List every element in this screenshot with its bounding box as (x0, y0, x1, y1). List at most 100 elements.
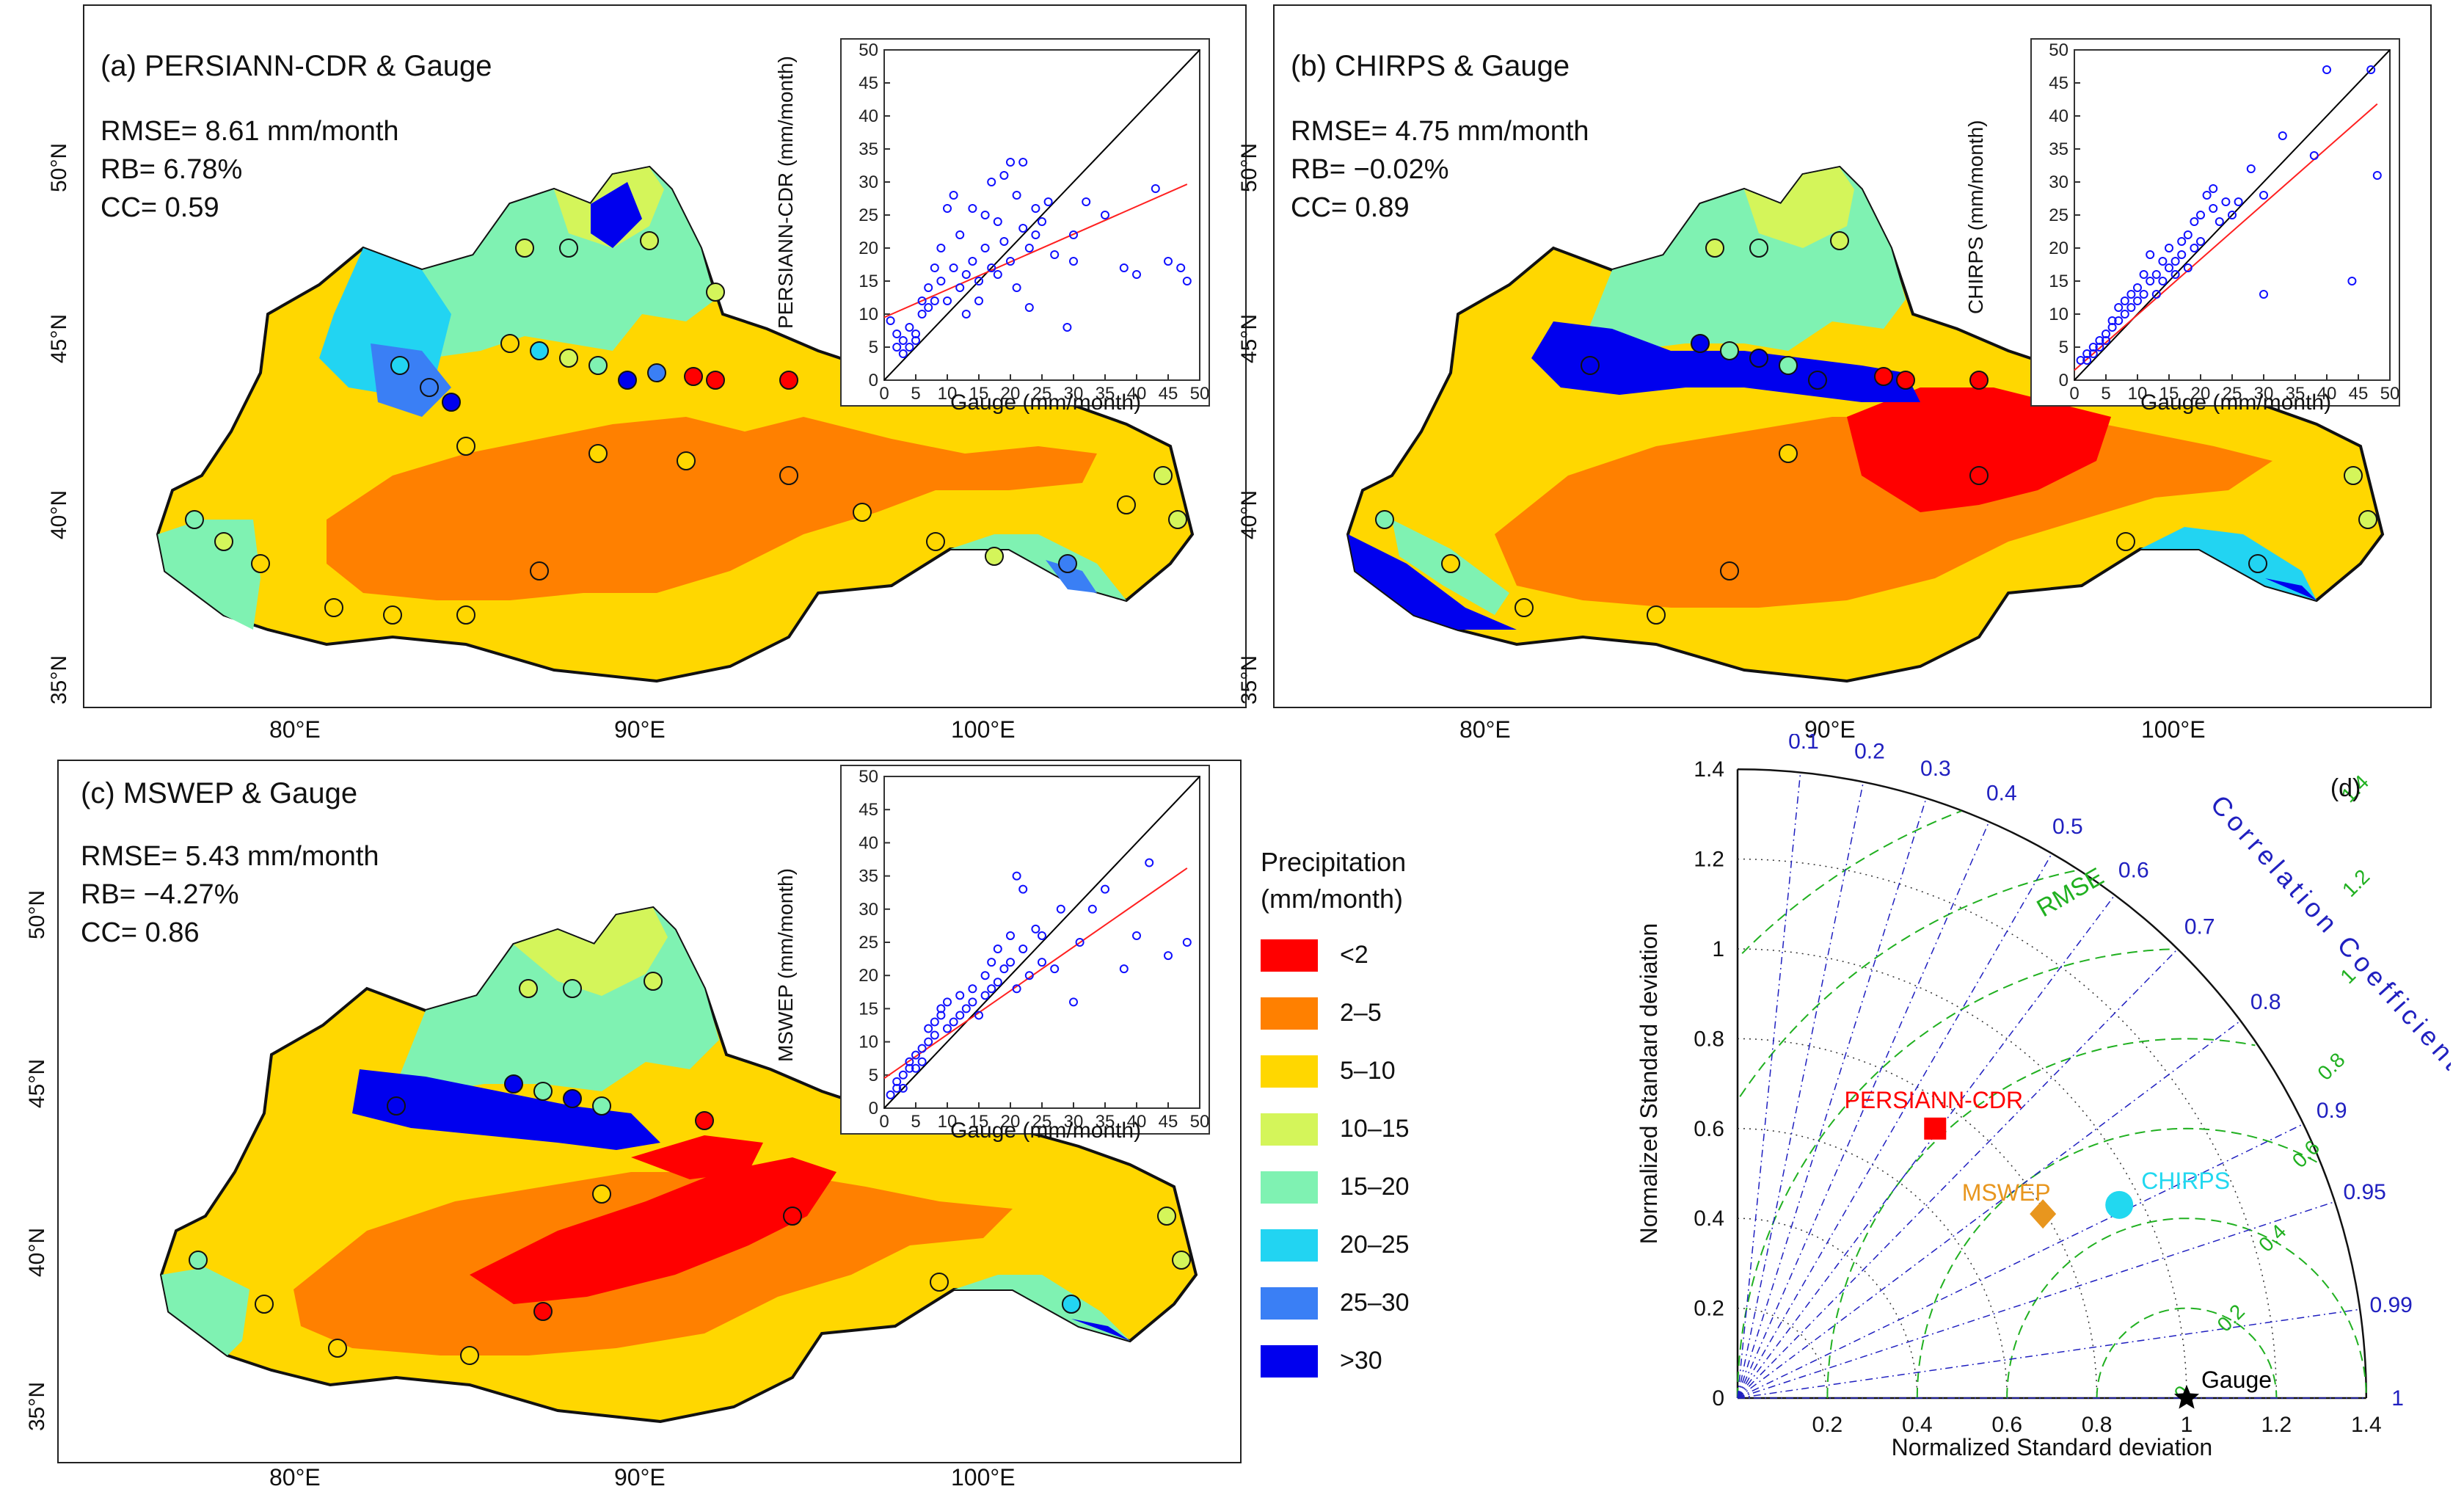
legend-label: 25–30 (1340, 1289, 1410, 1317)
gauge-stations-c (189, 972, 1191, 1365)
legend-item: 25–30 (1261, 1274, 1410, 1332)
y-tick-label: 30 (859, 172, 878, 192)
scatter-point (1069, 230, 1078, 239)
scatter-point (2347, 277, 2357, 285)
scatter-point (898, 336, 908, 345)
scatter-point (892, 343, 902, 352)
scatter-point (1006, 931, 1015, 940)
scatter-point (1006, 158, 1015, 167)
scatter-point (2259, 191, 2268, 200)
scatter-point (1018, 945, 1028, 954)
y-tick-label: 5 (869, 1066, 878, 1085)
map-b-lon-80: 80°E (1459, 716, 1511, 743)
scatter-point (2246, 164, 2256, 173)
y-tick-label: 15 (859, 272, 878, 291)
scatter-point (898, 349, 908, 358)
scatter-point (2151, 270, 2161, 279)
scatter-point (924, 1037, 933, 1047)
legend-item: 10–15 (1261, 1100, 1410, 1158)
legend-swatch (1261, 1287, 1318, 1320)
scatter-point (993, 945, 1002, 954)
scatter-point (987, 263, 996, 272)
corr-tick-label: 0.3 (1920, 757, 1951, 781)
scatter-point (1075, 938, 1085, 947)
y-tick-label: 30 (859, 900, 878, 920)
scatter-point (2259, 290, 2268, 299)
panel-a: (a) PERSIANN-CDR & Gauge RMSE= 8.61 mm/m… (83, 4, 1247, 708)
one-to-one-line (883, 776, 1200, 1109)
scatter-point (999, 237, 1009, 246)
scatter-point (1012, 191, 1021, 200)
scatter-point (2183, 263, 2193, 272)
panel-c-rmse: RMSE= 5.43 mm/month (81, 841, 379, 872)
scatter-point (987, 178, 996, 186)
scatter-inset-c: 0 5 10 15 20 25 30 35 40 45 50 0 5 10 15 20 25 30 35 40 45 50 (840, 765, 1210, 1135)
map-a-lat-40: 40°N (47, 490, 71, 539)
scatter-point (2190, 217, 2199, 226)
legend-swatch (1261, 1344, 1318, 1378)
panel-a-title: (a) PERSIANN-CDR & Gauge (101, 50, 492, 82)
legend-label: 15–20 (1340, 1173, 1410, 1201)
scatter-point (2278, 131, 2287, 140)
x-tick-label: 30 (2254, 384, 2274, 404)
corr-tick-label: 0.95 (2343, 1180, 2385, 1204)
panel-c-cc: CC= 0.86 (81, 917, 200, 948)
y-tick-label: 15 (2049, 272, 2068, 291)
gauge-stations-a (185, 231, 1187, 625)
y-tick-label: 45 (2049, 73, 2068, 93)
map-b-lat-40: 40°N (1237, 490, 1261, 539)
scatter-point (924, 303, 933, 312)
map-b (1346, 165, 2385, 683)
scatter-point (2177, 250, 2187, 259)
x-tick-label: 0 (879, 384, 889, 404)
x-tick-label: 25 (1032, 1112, 1052, 1132)
scatter-point (993, 270, 1002, 279)
scatter-point (1056, 904, 1065, 914)
rmse-arc (1737, 948, 2171, 1399)
map-b-lat-45: 45°N (1237, 313, 1261, 363)
scatter-point (1024, 971, 1034, 980)
x-tick-label: 45 (2349, 384, 2369, 404)
scatter-point (936, 277, 946, 285)
panel-b-rb: RB= −0.02% (1291, 154, 1449, 185)
corr-tick-label: 0.1 (1788, 734, 1819, 754)
x-tick-label: 0.2 (1812, 1413, 1843, 1437)
y-tick-label: 40 (859, 106, 878, 126)
corr-tick-label: 0.9 (2317, 1099, 2347, 1123)
corr-tick-label: 0.8 (2250, 990, 2281, 1014)
y-tick-label: 35 (2049, 139, 2068, 159)
legend-item: >30 (1261, 1332, 1410, 1390)
scatter-point (961, 1004, 971, 1013)
y-tick-label: 1.2 (1694, 848, 1724, 872)
y-tick-label: 0.2 (1694, 1297, 1724, 1321)
scatter-point (2088, 349, 2098, 358)
rmse-tick-label: 1.2 (2338, 865, 2374, 901)
scatter-point (1101, 211, 1109, 219)
y-tick-label: 35 (859, 867, 878, 887)
precip-legend: Precipitation (mm/month) <2 2–5 5–10 10–15 1… (1261, 844, 1410, 1390)
map-b-lon-90: 90°E (1804, 716, 1856, 743)
taylor-xlabel: Normalized Standard deviation (1892, 1434, 2213, 1460)
map-c-lon-90: 90°E (614, 1464, 666, 1491)
point-gauge (2173, 1385, 2200, 1409)
x-tick-label: 35 (2286, 384, 2306, 404)
scatter-point (968, 204, 977, 213)
scatter-point (886, 316, 895, 325)
scatter-point (968, 997, 977, 1007)
scatter-point (949, 1017, 958, 1027)
scatter-point (924, 283, 933, 292)
y-tick-label: 25 (2049, 205, 2068, 225)
scatter-point (1182, 277, 1192, 285)
rmse-arc (1826, 1038, 2256, 1399)
scatter-point (1018, 158, 1028, 167)
point-label: CHIRPS (2141, 1168, 2230, 1194)
y-tick-label: 10 (859, 1033, 878, 1052)
corr-ray (1737, 798, 1927, 1399)
scatter-point (1119, 964, 1129, 974)
x-tick-label: 15 (2159, 384, 2179, 404)
scatter-point (911, 330, 920, 338)
scatter-point (980, 971, 990, 980)
y-tick-label: 20 (859, 966, 878, 986)
x-tick-label: 10 (938, 384, 958, 404)
x-tick-label: 15 (969, 1112, 989, 1132)
